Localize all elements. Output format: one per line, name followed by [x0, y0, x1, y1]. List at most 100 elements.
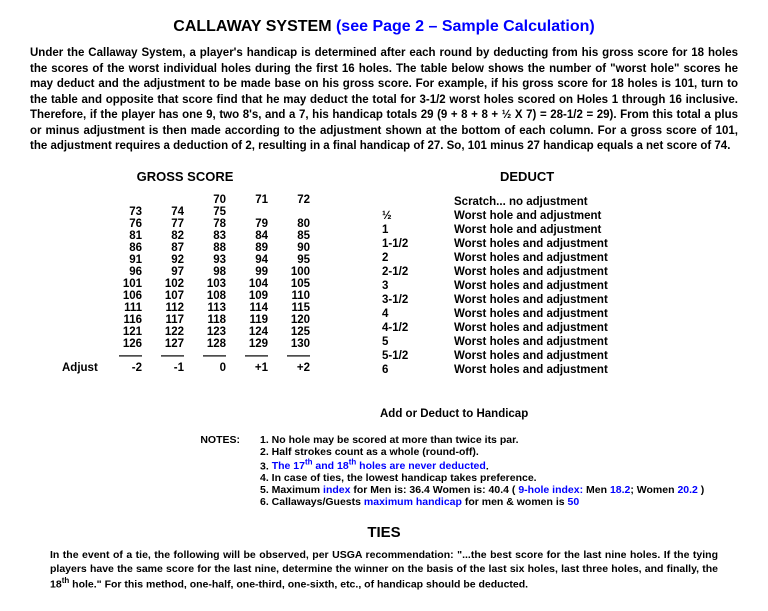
- n5b: index: [323, 484, 350, 496]
- score-cell: [144, 194, 186, 206]
- deduct-desc: Worst holes and adjustment: [454, 280, 608, 292]
- score-cell: 113: [186, 302, 228, 314]
- deduct-table: Scratch... no adjustment½Worst hole and …: [380, 194, 610, 378]
- deduct-desc: Worst holes and adjustment: [454, 266, 608, 278]
- score-cell: 102: [144, 278, 186, 290]
- n5i: ): [698, 484, 704, 496]
- score-cell: 75: [186, 206, 228, 218]
- score-cell: 130: [270, 338, 312, 350]
- score-cell: 109: [228, 290, 270, 302]
- notes-list: 1. No hole may be scored at more than tw…: [260, 434, 738, 509]
- score-cell: 114: [228, 302, 270, 314]
- score-cell: 85: [270, 230, 312, 242]
- notes-section: NOTES: 1. No hole may be scored at more …: [30, 434, 738, 509]
- adj-c3: +1: [228, 362, 270, 374]
- score-cell: 98: [186, 266, 228, 278]
- ties-header: TIES: [30, 524, 738, 541]
- score-row: 116117118119120: [60, 314, 312, 326]
- score-cell: 107: [144, 290, 186, 302]
- score-row: 101102103104105: [60, 278, 312, 290]
- deduct-desc: Worst holes and adjustment: [454, 308, 608, 320]
- score-cell: 125: [270, 326, 312, 338]
- score-cell: 101: [102, 278, 144, 290]
- score-row: 8182838485: [60, 230, 312, 242]
- dash-row: ——————————: [60, 350, 312, 362]
- score-cell: 97: [144, 266, 186, 278]
- score-cell: 104: [228, 278, 270, 290]
- n3d: holes are never deducted: [356, 460, 486, 472]
- note-4: 4. In case of ties, the lowest handicap …: [260, 472, 738, 484]
- deduct-desc: Worst hole and adjustment: [454, 210, 608, 222]
- add-deduct-line: Add or Deduct to Handicap: [380, 408, 738, 420]
- deduct-desc: Worst holes and adjustment: [454, 350, 608, 362]
- deduct-header: DEDUCT: [500, 169, 738, 184]
- score-cell: 95: [270, 254, 312, 266]
- score-cell: 128: [186, 338, 228, 350]
- score-cell: 111: [102, 302, 144, 314]
- score-cell: 81: [102, 230, 144, 242]
- deduct-key: 5-1/2: [382, 350, 452, 362]
- score-cell: 112: [144, 302, 186, 314]
- score-cell: 92: [144, 254, 186, 266]
- score-cell: 122: [144, 326, 186, 338]
- n6c: for men & women is: [462, 496, 568, 508]
- deduct-row: 1-1/2Worst holes and adjustment: [382, 238, 608, 250]
- deduct-col: DEDUCT Scratch... no adjustment½Worst ho…: [380, 169, 738, 420]
- n3b-t: The 17: [272, 460, 305, 472]
- score-cell: 118: [186, 314, 228, 326]
- n5e: Men: [583, 484, 610, 496]
- deduct-key: 4-1/2: [382, 322, 452, 334]
- deduct-key: 2: [382, 252, 452, 264]
- score-cell: 99: [228, 266, 270, 278]
- deduct-row: Scratch... no adjustment: [382, 196, 608, 208]
- deduct-row: 2-1/2Worst holes and adjustment: [382, 266, 608, 278]
- score-cell: 124: [228, 326, 270, 338]
- n6b: maximum handicap: [364, 496, 462, 508]
- score-cell: 91: [102, 254, 144, 266]
- adj-c1: -1: [144, 362, 186, 374]
- score-cell: 129: [228, 338, 270, 350]
- deduct-row: 3Worst holes and adjustment: [382, 280, 608, 292]
- deduct-row: 5Worst holes and adjustment: [382, 336, 608, 348]
- n5c: for Men is: 36.4 Women is: 40.4 (: [350, 484, 518, 496]
- page-title: CALLAWAY SYSTEM (see Page 2 – Sample Cal…: [30, 18, 738, 36]
- deduct-key: 4: [382, 308, 452, 320]
- score-cell: 117: [144, 314, 186, 326]
- deduct-desc: Worst holes and adjustment: [454, 294, 608, 306]
- n3e: .: [486, 460, 489, 472]
- score-cell: 89: [228, 242, 270, 254]
- score-cell: 73: [102, 206, 144, 218]
- deduct-key: 3: [382, 280, 452, 292]
- n6a: 6. Callaways/Guests: [260, 496, 364, 508]
- deduct-desc: Worst holes and adjustment: [454, 322, 608, 334]
- score-cell: 71: [228, 194, 270, 206]
- score-cell: 82: [144, 230, 186, 242]
- gross-score-header: GROSS SCORE: [30, 169, 340, 184]
- deduct-desc: Worst holes and adjustment: [454, 252, 608, 264]
- n3a: 3.: [260, 460, 272, 472]
- deduct-desc: Scratch... no adjustment: [454, 196, 608, 208]
- deduct-key: 3-1/2: [382, 294, 452, 306]
- score-row: 126127128129130: [60, 338, 312, 350]
- adj-c4: +2: [270, 362, 312, 374]
- score-cell: 79: [228, 218, 270, 230]
- deduct-row: 4Worst holes and adjustment: [382, 308, 608, 320]
- deduct-key: [382, 196, 452, 208]
- score-cell: 103: [186, 278, 228, 290]
- score-cell: 106: [102, 290, 144, 302]
- ties-b: hole." For this method, one-half, one-th…: [69, 579, 528, 591]
- score-cell: 120: [270, 314, 312, 326]
- deduct-row: 1Worst hole and adjustment: [382, 224, 608, 236]
- score-cell: 126: [102, 338, 144, 350]
- note-1: 1. No hole may be scored at more than tw…: [260, 434, 738, 446]
- note-3: 3. The 17th and 18th holes are never ded…: [260, 458, 738, 473]
- deduct-row: 3-1/2Worst holes and adjustment: [382, 294, 608, 306]
- score-cell: 72: [270, 194, 312, 206]
- title-link: (see Page 2 – Sample Calculation): [336, 18, 595, 35]
- score-cell: 121: [102, 326, 144, 338]
- n3c: and 18: [313, 460, 349, 472]
- note-2: 2. Half strokes count as a whole (round-…: [260, 446, 738, 458]
- score-cell: 84: [228, 230, 270, 242]
- deduct-key: 6: [382, 364, 452, 376]
- notes-label: NOTES:: [30, 434, 260, 509]
